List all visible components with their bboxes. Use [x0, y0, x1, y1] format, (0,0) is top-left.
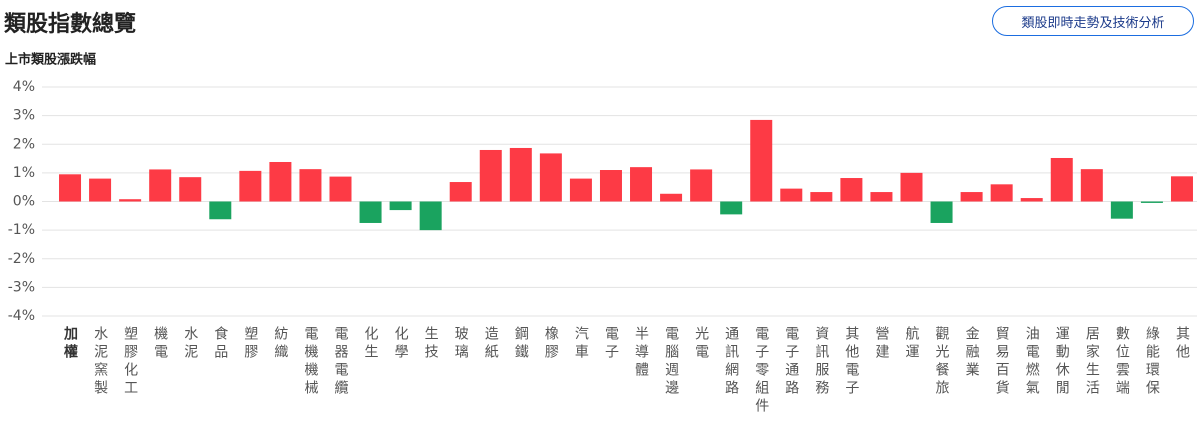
bar	[449, 182, 472, 202]
bar	[509, 147, 532, 202]
y-tick-label: 1%	[13, 165, 35, 181]
x-tick-label: 塑膠	[242, 326, 258, 362]
x-tick-label: 食品	[212, 325, 228, 362]
bar	[840, 178, 863, 202]
x-tick-label: 綠能環保	[1144, 326, 1160, 398]
x-tick-label: 電子零組件	[753, 326, 769, 416]
bar	[1140, 201, 1163, 203]
x-tick-label: 機電	[152, 326, 168, 362]
bar	[630, 167, 653, 202]
bar	[1110, 201, 1133, 219]
y-tick-label: -4%	[8, 308, 35, 324]
x-tick-label: 通訊網路	[723, 326, 739, 398]
bar	[419, 201, 442, 231]
x-tick-label: 造紙	[483, 326, 499, 362]
bar	[990, 184, 1013, 202]
y-tick-label: 0%	[13, 194, 35, 210]
bar	[930, 201, 953, 223]
x-tick-label: 電子通路	[783, 326, 799, 398]
bar	[900, 172, 923, 202]
bar	[960, 192, 983, 202]
bar	[389, 201, 412, 211]
x-tick-label: 玻璃	[453, 326, 469, 362]
x-tick-label: 數位雲端	[1114, 326, 1130, 398]
chart-title: 上市類股漲跌幅	[5, 52, 96, 68]
bar	[299, 169, 322, 202]
x-tick-label: 貿易百貨	[994, 326, 1010, 398]
x-tick-label: 水泥窯製	[92, 326, 108, 398]
x-tick-label: 電器電纜	[333, 326, 349, 398]
x-tick-label: 鋼鐵	[513, 326, 529, 362]
x-tick-label: 航運	[904, 326, 920, 362]
y-tick-label: 2%	[13, 136, 35, 152]
bar	[569, 178, 592, 202]
y-tick-label: -3%	[8, 279, 35, 295]
x-tick-label: 居家生活	[1084, 326, 1100, 398]
bar	[329, 176, 352, 202]
x-tick-label: 化生	[363, 326, 379, 362]
bar	[89, 178, 112, 202]
bar	[239, 170, 262, 202]
x-tick-label: 電腦週邊	[663, 326, 679, 398]
bar	[690, 169, 713, 202]
y-tick-label: -1%	[8, 222, 35, 238]
x-tick-label: 運動休閒	[1054, 326, 1070, 398]
x-tick-label: 光電	[693, 326, 709, 362]
bar	[119, 199, 142, 202]
bar	[780, 188, 803, 202]
x-tick-label: 水泥	[182, 326, 198, 362]
x-tick-label: 資訊服務	[813, 326, 829, 398]
bar	[660, 193, 683, 202]
x-tick-label: 觀光餐旅	[934, 326, 950, 398]
y-tick-label: -2%	[8, 251, 35, 267]
bar	[810, 192, 833, 202]
x-tick-label: 化學	[393, 326, 409, 362]
x-tick-label: 其他電子	[843, 326, 859, 398]
x-tick-label: 生技	[423, 326, 439, 362]
x-tick-label: 電子	[603, 326, 619, 362]
x-tick-label: 油電燃氣	[1024, 326, 1040, 398]
bar	[59, 174, 82, 202]
bar	[599, 170, 622, 202]
bar	[269, 161, 292, 202]
x-tick-label: 紡織	[272, 326, 288, 362]
x-tick-label: 金融業	[964, 326, 980, 380]
bar	[539, 153, 562, 202]
bar	[1050, 157, 1073, 202]
bar	[1020, 198, 1043, 202]
analysis-button[interactable]: 類股即時走勢及技術分析	[992, 6, 1194, 36]
x-tick-label: 其他	[1174, 326, 1190, 362]
bar	[179, 177, 202, 202]
x-tick-label: 加權	[62, 326, 79, 362]
x-tick-label: 橡膠	[543, 326, 559, 362]
x-tick-label: 營建	[873, 326, 889, 362]
bar	[479, 149, 502, 202]
bar	[870, 192, 893, 202]
x-tick-label: 塑膠化工	[122, 326, 138, 398]
bar	[359, 201, 382, 223]
bar	[1080, 169, 1103, 202]
page-title: 類股指數總覽	[4, 12, 137, 37]
x-tick-label: 電機機械	[302, 326, 318, 398]
bar	[149, 169, 172, 202]
bar	[209, 201, 232, 220]
bar	[1170, 176, 1193, 202]
x-tick-label: 半導體	[633, 326, 649, 380]
bar	[720, 201, 743, 215]
y-tick-label: 4%	[13, 79, 35, 95]
y-tick-label: 3%	[13, 108, 35, 124]
x-tick-label: 汽車	[573, 326, 589, 362]
bar	[750, 119, 773, 202]
